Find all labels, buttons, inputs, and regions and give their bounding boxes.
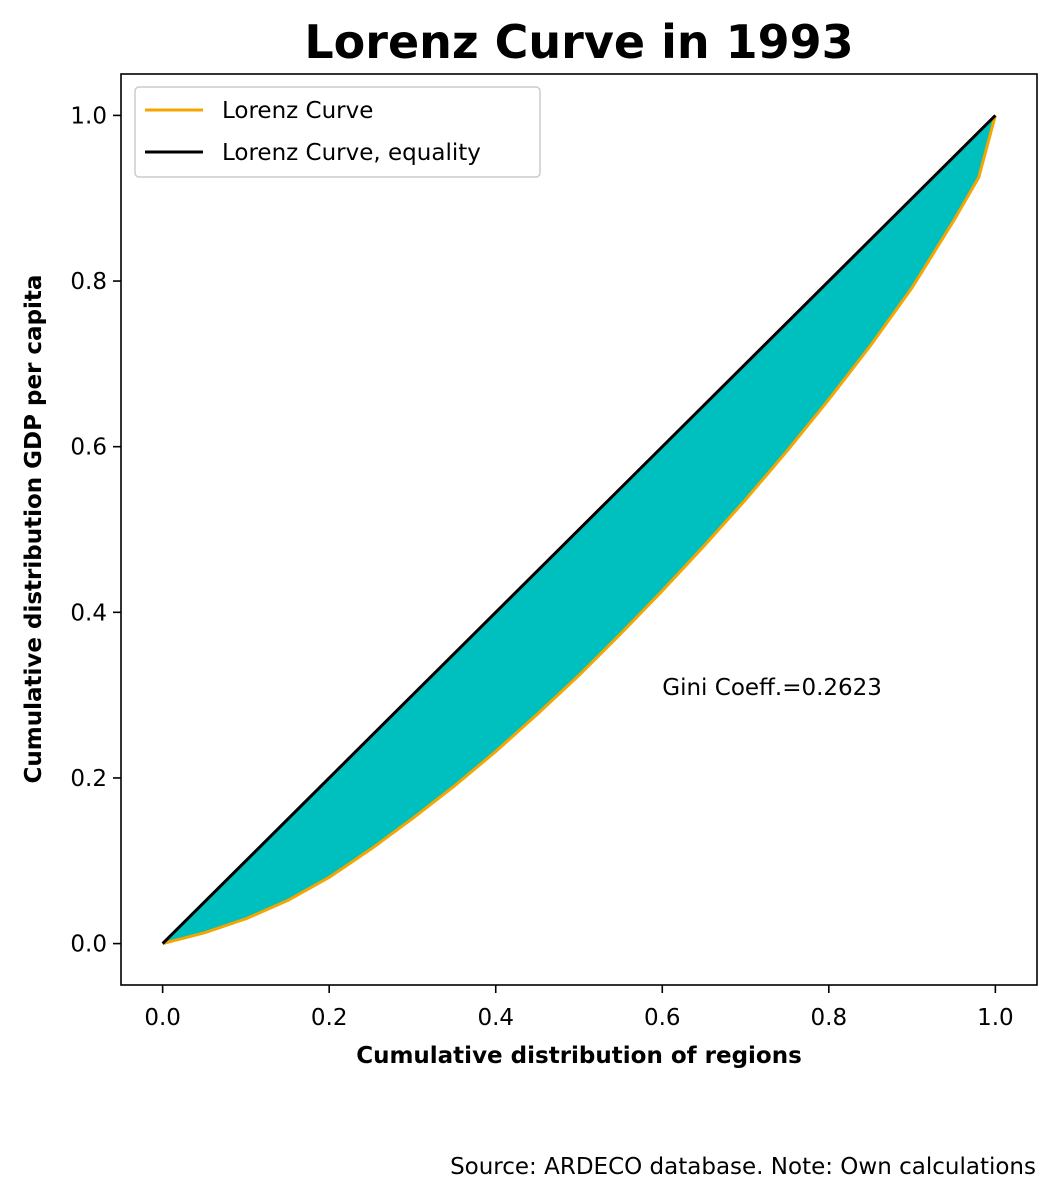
x-axis-label: Cumulative distribution of regions: [356, 1043, 802, 1069]
y-axis-label: Cumulative distribution GDP per capita: [21, 275, 47, 784]
x-tick-label: 1.0: [977, 1005, 1014, 1031]
axes-frame: [120, 73, 1038, 986]
gini-annotation: Gini Coeff.=0.2623: [662, 675, 882, 701]
series-line-lorenz-curve: [162, 115, 997, 946]
y-tick-label: 1.0: [70, 103, 107, 129]
legend-label-equality-line: Lorenz Curve, equality: [222, 140, 481, 166]
y-tick-label: 0.8: [70, 269, 107, 295]
x-tick-label: 0.8: [811, 1005, 848, 1031]
x-tick-label: 0.0: [144, 1005, 181, 1031]
y-tick-label: 0.6: [70, 435, 107, 461]
series-line-equality: [161, 114, 997, 945]
x-tick-label: 0.2: [311, 1005, 348, 1031]
y-tick-label: 0.4: [70, 600, 107, 626]
source-note: Source: ARDECO database. Note: Own calcu…: [450, 1154, 1036, 1180]
x-tick-label: 0.4: [477, 1005, 514, 1031]
plot-area: [161, 114, 997, 946]
chart-title: Lorenz Curve in 1993: [304, 15, 853, 69]
x-tick-label: 0.6: [644, 1005, 681, 1031]
legend: Lorenz Curve Lorenz Curve, equality: [134, 86, 541, 178]
y-tick-label: 0.0: [70, 932, 107, 958]
legend-label-lorenz-curve: Lorenz Curve: [222, 98, 373, 124]
axes: [113, 73, 1038, 993]
legend-box: [134, 86, 541, 178]
y-tick-label: 0.2: [70, 766, 107, 792]
tick-labels: 0.0 0.2 0.4 0.6 0.8 1.0 0.0 0.2 0.4 0.6 0.8 1.0: [70, 103, 1013, 1031]
